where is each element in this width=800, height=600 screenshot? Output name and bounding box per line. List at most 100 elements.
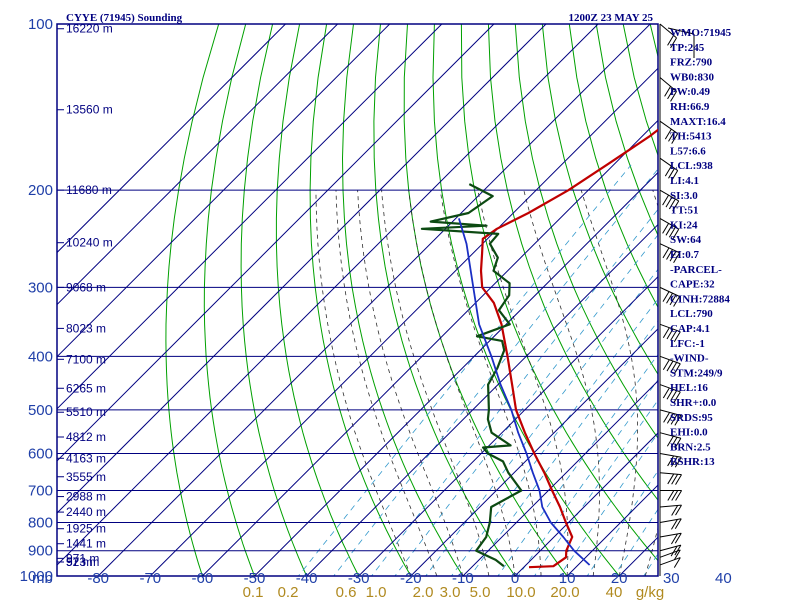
index-entry: -PARCEL- bbox=[670, 264, 722, 276]
wind-barb bbox=[659, 557, 681, 566]
dry-adiabat bbox=[541, 24, 658, 376]
isotherm-line bbox=[97, 24, 651, 576]
wind-barb bbox=[659, 432, 681, 439]
index-entry: LCL:938 bbox=[670, 160, 713, 172]
moist-adiabat bbox=[697, 190, 800, 576]
temperature-label: 0 bbox=[511, 570, 519, 587]
isotherm-line bbox=[57, 24, 547, 514]
index-entry: HEL:16 bbox=[670, 382, 708, 394]
height-label: 4812 m bbox=[66, 430, 106, 444]
wind-barb-flag bbox=[673, 331, 681, 342]
wind-barb-flag bbox=[674, 457, 682, 468]
temperature-label: 20 bbox=[611, 570, 628, 587]
height-label: 16220 m bbox=[66, 22, 113, 36]
mixing-ratio-label: 1.0 bbox=[366, 584, 387, 600]
sounding-indices: WMO:71945 TP:245 FRZ:790 WB0:830 PW:0.49 RH:6… bbox=[670, 27, 732, 468]
index-entry: L57:6.6 bbox=[670, 145, 706, 157]
temperature-label: 10 bbox=[559, 570, 576, 587]
mixing-ratio-line bbox=[371, 208, 658, 576]
index-entry: SHR+:0.0 bbox=[670, 397, 717, 409]
wind-barb-flag bbox=[675, 490, 683, 501]
wind-barb-flag bbox=[674, 415, 682, 426]
isotherm-line bbox=[57, 24, 286, 254]
dry-adiabat bbox=[203, 24, 256, 576]
wind-barb-flag bbox=[674, 518, 682, 530]
height-label: 9068 m bbox=[66, 280, 106, 294]
isotherm-line bbox=[57, 24, 391, 358]
moist-adiabat bbox=[439, 190, 542, 576]
wind-barb bbox=[659, 544, 681, 552]
wind-barb-flag bbox=[668, 131, 675, 142]
index-entry: CINH:72884 bbox=[670, 293, 730, 305]
wind-barb bbox=[659, 532, 682, 538]
temperature-label: -60 bbox=[192, 570, 214, 587]
wind-barb-flag bbox=[662, 247, 670, 259]
index-entry: FRZ:790 bbox=[670, 57, 713, 69]
wind-barb bbox=[659, 518, 682, 523]
dry-adiabat bbox=[165, 24, 220, 576]
pressure-label-700: 700 bbox=[28, 482, 53, 499]
wind-barb-flag bbox=[665, 225, 673, 236]
mixing-ratio-label: 2.0 bbox=[413, 584, 434, 600]
index-entry: EHI:0.0 bbox=[670, 427, 708, 439]
mixing-ratio-label: g/kg bbox=[636, 584, 664, 600]
pressure-tick-labels: 100 200 300 400 500 600 700 800 900 1000 bbox=[20, 16, 53, 585]
wind-barb-flag bbox=[662, 291, 670, 302]
wind-barb bbox=[659, 286, 680, 297]
index-entry: SRDS:95 bbox=[670, 412, 713, 424]
plot-frame bbox=[56, 23, 659, 577]
wind-barb-flag bbox=[673, 391, 681, 403]
index-entry: -WIND- bbox=[670, 353, 709, 365]
index-entry: PW:0.49 bbox=[670, 86, 711, 98]
wind-barb bbox=[659, 355, 681, 365]
wind-barb bbox=[659, 384, 681, 393]
mixing-ratio-label: 0.1 bbox=[243, 584, 264, 600]
wind-barb-flag bbox=[665, 196, 673, 208]
temperature-label: -50 bbox=[244, 570, 266, 587]
height-label: 11680 m bbox=[66, 183, 112, 197]
moist-adiabat bbox=[315, 190, 412, 576]
index-entry: SW:64 bbox=[670, 234, 702, 246]
mixing-ratio-line bbox=[559, 432, 658, 576]
wind-barb-flag bbox=[670, 362, 678, 373]
wind-barb bbox=[659, 453, 682, 458]
index-pointer bbox=[667, 27, 695, 35]
mixing-ratio-label: 20.0 bbox=[550, 584, 579, 600]
dry-adiabat bbox=[704, 24, 800, 588]
wind-barb-flag bbox=[662, 387, 670, 399]
temperature-label: -20 bbox=[400, 570, 422, 587]
wind-barb-flag bbox=[669, 250, 677, 262]
mixing-ratio-line bbox=[333, 168, 658, 576]
moist-adiabat bbox=[644, 190, 658, 576]
parcel-profile bbox=[458, 218, 591, 566]
temperature-label: 40 bbox=[715, 570, 732, 587]
wind-barb-flag bbox=[670, 330, 678, 341]
wind-barb bbox=[659, 504, 682, 508]
wind-barb-flag bbox=[666, 328, 674, 340]
wind-barb-flag bbox=[667, 455, 675, 467]
wind-barb-flag bbox=[670, 437, 678, 448]
wind-barb-flag bbox=[666, 360, 674, 372]
height-label: 10240 m bbox=[66, 236, 113, 250]
height-label: 523 m bbox=[66, 555, 99, 569]
index-entry: SI:3.0 bbox=[670, 190, 698, 202]
index-entry: RH:66.9 bbox=[670, 101, 710, 113]
wind-barb-flag bbox=[673, 252, 681, 264]
wind-barb-flag bbox=[664, 86, 672, 97]
wind-barb-flag bbox=[664, 128, 672, 140]
temperature-profile bbox=[479, 128, 658, 569]
pressure-label-600: 600 bbox=[28, 446, 53, 463]
wind-barb-flag bbox=[673, 363, 681, 374]
height-label: 6265 m bbox=[66, 381, 106, 395]
index-entry: TT:51 bbox=[670, 205, 699, 217]
isotherm-line bbox=[306, 223, 658, 576]
isotherm-line bbox=[57, 24, 443, 410]
height-label: 1441 m bbox=[66, 537, 106, 551]
mixing-ratio-label: 40 bbox=[606, 584, 623, 600]
wind-barb-flag bbox=[671, 533, 678, 545]
dry-adiabat bbox=[514, 24, 658, 439]
mixing-ratio-line bbox=[297, 164, 632, 576]
dry-adiabat bbox=[432, 24, 620, 576]
wind-barb-flag bbox=[667, 473, 675, 485]
pressure-label-900: 900 bbox=[28, 543, 53, 560]
